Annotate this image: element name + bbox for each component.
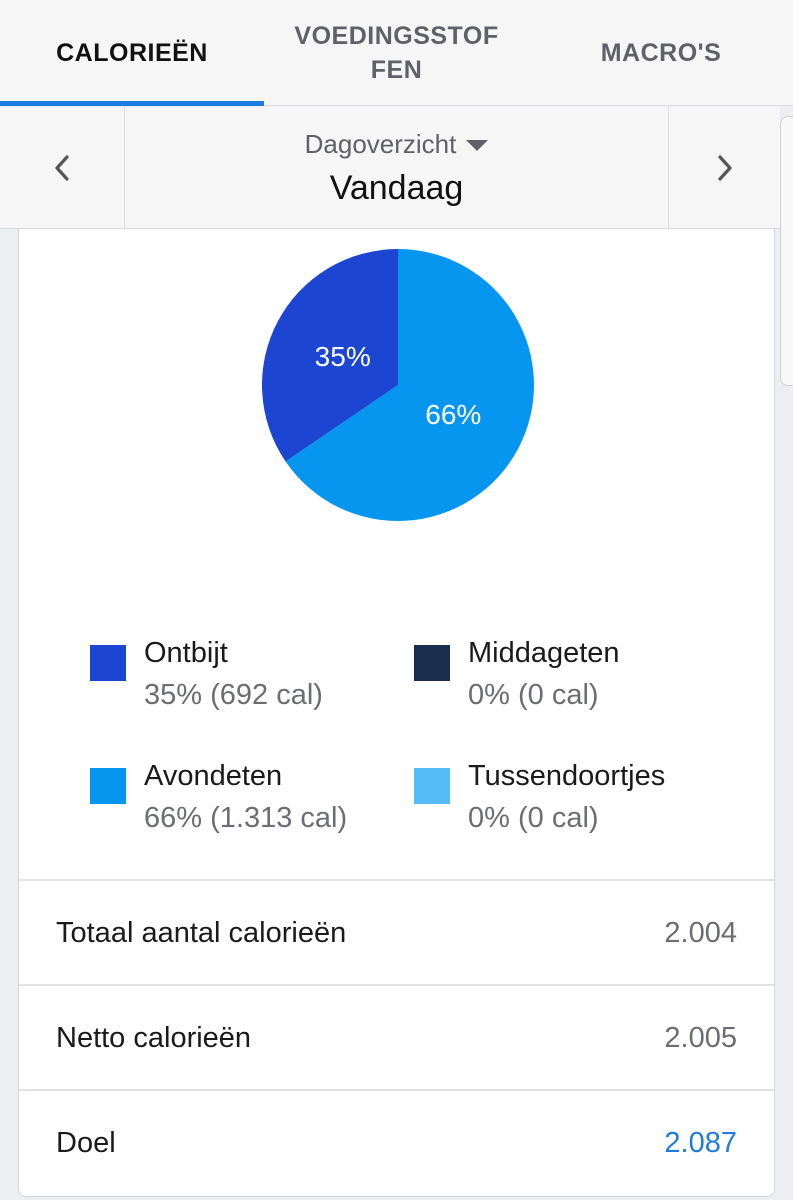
divider (19, 1089, 774, 1091)
legend-detail: 0% (0 cal) (468, 802, 599, 834)
legend-detail: 66% (1.313 cal) (144, 802, 348, 834)
divider (19, 879, 774, 881)
tab-nutrients-label: VOEDINGSSTOFFEN (294, 22, 499, 84)
net-calories-label: Netto calorieën (56, 1021, 252, 1054)
tab-macros[interactable]: MACRO'S (529, 0, 793, 106)
divider (19, 984, 774, 986)
legend-detail: 35% (692 cal) (144, 679, 323, 711)
net-calories-row: Netto calorieën 2.005 (19, 986, 774, 1090)
tab-bar: CALORIEËN VOEDINGSSTOFFEN MACRO'S (0, 0, 793, 106)
legend-detail: 0% (0 cal) (468, 679, 599, 711)
total-calories-value: 2.004 (664, 916, 737, 949)
calorie-pie-chart: 66% 35% (262, 249, 534, 521)
next-day-button[interactable] (668, 107, 780, 228)
current-date: Vandaag (329, 169, 464, 207)
total-calories-label: Totaal aantal calorieën (56, 916, 347, 949)
goal-row[interactable]: Doel 2.087 (19, 1091, 774, 1195)
legend-swatch (90, 768, 126, 804)
date-selector[interactable]: Dagoverzicht Vandaag (125, 107, 668, 228)
chevron-right-icon (717, 154, 732, 181)
total-calories-row: Totaal aantal calorieën 2.004 (19, 881, 774, 985)
pie-slice-ontbijt (262, 249, 398, 462)
legend-name: Middageten (468, 637, 620, 669)
goal-value[interactable]: 2.087 (664, 1126, 737, 1159)
tab-nutrients[interactable]: VOEDINGSSTOFFEN (264, 0, 529, 106)
net-calories-value: 2.005 (664, 1021, 737, 1054)
period-label: Dagoverzicht (304, 128, 457, 159)
tab-calories[interactable]: CALORIEËN (0, 0, 264, 106)
tab-calories-label: CALORIEËN (56, 39, 208, 67)
pie-data-label: 66% (425, 399, 481, 430)
pie-data-label: 35% (315, 341, 371, 372)
calorie-card: 66% 35% Ontbijt 35% (692 cal) Middageten … (18, 229, 775, 1197)
legend-swatch (414, 768, 450, 804)
legend-name: Tussendoortjes (468, 760, 666, 792)
active-tab-indicator (0, 101, 264, 106)
legend-swatch (414, 645, 450, 681)
scroll-edge (780, 116, 793, 386)
pie-slice-avondeten (285, 249, 534, 521)
legend-name: Ontbijt (144, 637, 228, 669)
previous-day-button[interactable] (0, 107, 125, 228)
chevron-left-icon (55, 154, 69, 181)
caret-down-icon (466, 139, 489, 151)
period-dropdown[interactable]: Dagoverzicht (305, 127, 489, 161)
legend-swatch (90, 645, 126, 681)
date-navigator: Dagoverzicht Vandaag (0, 107, 780, 229)
goal-label: Doel (56, 1126, 116, 1159)
legend-name: Avondeten (144, 760, 283, 792)
tab-macros-label: MACRO'S (600, 39, 722, 67)
